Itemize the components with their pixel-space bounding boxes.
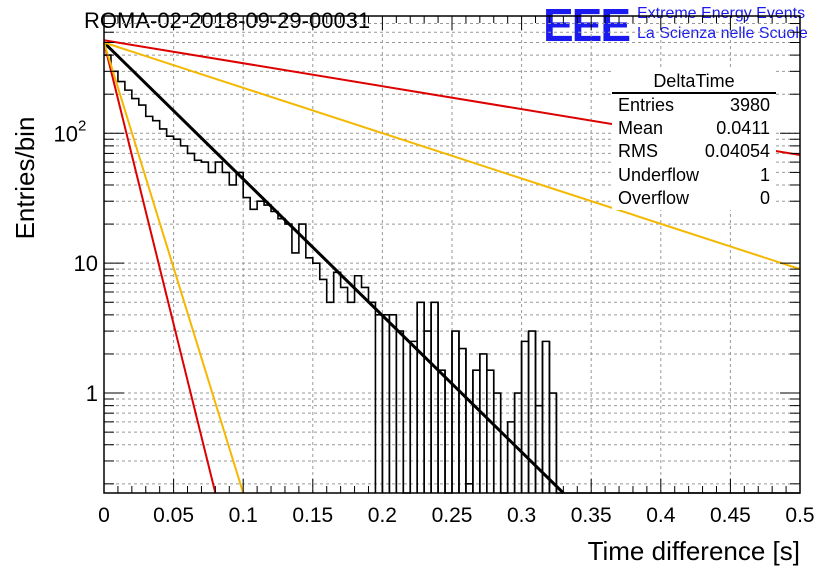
x-tick-label: 0 <box>98 504 110 527</box>
logo-line-2: La Scienza nelle Scuole <box>637 25 808 42</box>
stats-row-rms: RMS 0.04054 <box>612 140 776 163</box>
fit-curve-4 <box>103 42 217 494</box>
stats-value: 3980 <box>729 95 770 115</box>
x-tick-label: 0.3 <box>507 504 536 527</box>
histogram-bins <box>104 54 800 494</box>
eee-logo: EEE <box>543 0 631 51</box>
y-tick-label-exponent: 2 <box>78 117 86 134</box>
stats-rows: Entries 3980 Mean 0.0411 RMS 0.04054 Underflow… <box>612 94 776 210</box>
logo-line-1: Extreme Energy Events <box>637 5 806 22</box>
logo-caption: Extreme Energy Events La Scienza nelle S… <box>637 4 808 44</box>
stats-value: 0.04054 <box>704 141 770 162</box>
stats-label: Underflow <box>618 164 700 185</box>
x-tick-label: 0.15 <box>292 504 333 527</box>
y-tick-label: 10 <box>74 251 98 276</box>
stats-label: Overflow <box>618 187 690 208</box>
stats-label: Entries <box>618 95 675 115</box>
x-tick-label: 0.35 <box>571 504 612 527</box>
x-tick-label: 0.2 <box>368 504 397 527</box>
stats-label: Mean <box>618 118 664 139</box>
stats-label: RMS <box>618 141 658 162</box>
x-axis-label: Time difference [s] <box>588 536 800 566</box>
x-tick-label: 0.25 <box>432 504 473 527</box>
tick-marks <box>103 15 801 493</box>
y-axis-label: Entries/bin <box>10 117 40 240</box>
stats-row-mean: Mean 0.0411 <box>612 117 776 140</box>
stats-box-title: DeltaTime <box>612 70 776 94</box>
stats-box: DeltaTime Entries 3980 Mean 0.0411 RMS 0.0405… <box>612 70 776 211</box>
x-tick-labels: 0 0.05 0.1 0.15 0.2 0.25 0.3 0.35 0.4 0.45 0.5 <box>98 504 814 527</box>
x-tick-label: 0.4 <box>646 504 676 527</box>
stats-value: 1 <box>759 164 770 185</box>
stats-value: 0.0411 <box>716 118 770 139</box>
x-tick-label: 0.45 <box>710 504 751 527</box>
y-tick-label: 1 <box>86 381 98 406</box>
x-tick-label: 0.5 <box>785 504 814 527</box>
x-tick-label: 0.1 <box>229 504 258 527</box>
y-tick-label: 10 <box>54 121 78 146</box>
stats-row-underflow: Underflow 1 <box>612 164 776 187</box>
fit-curve-5 <box>103 42 245 494</box>
stats-row-overflow: Overflow 0 <box>612 187 776 210</box>
stats-value: 0 <box>759 187 770 208</box>
x-tick-label: 0.05 <box>153 504 194 527</box>
stats-row-entries: Entries 3980 <box>612 94 776 117</box>
fit-curve-3 <box>103 41 801 271</box>
fit-curve-1 <box>102 41 565 495</box>
